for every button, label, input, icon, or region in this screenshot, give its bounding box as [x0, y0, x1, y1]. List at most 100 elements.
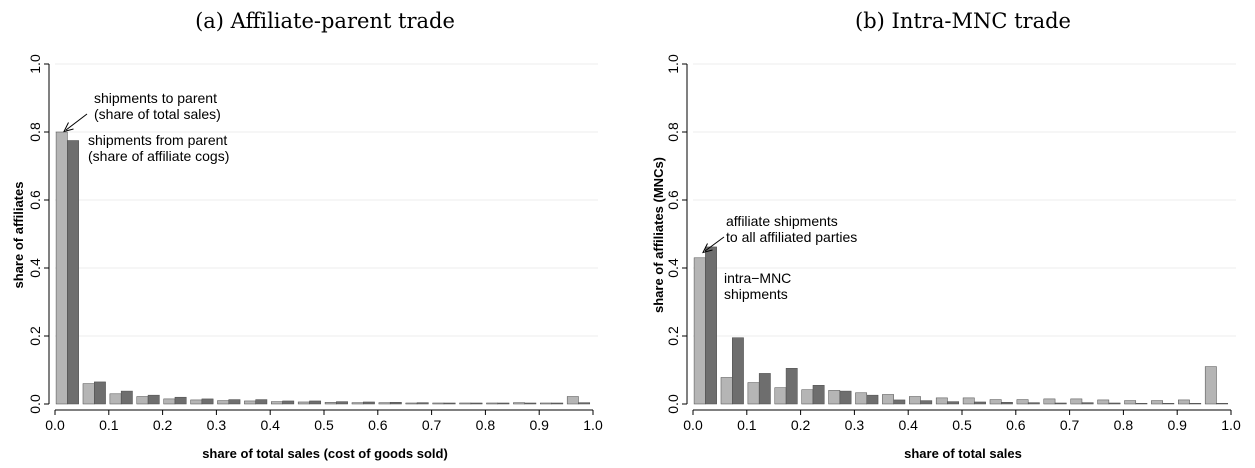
bar-series-1	[1151, 400, 1163, 405]
bar-series-2	[758, 373, 771, 405]
bar-series-2	[839, 390, 852, 405]
panel-intra-mnc-trade: (b) Intra-MNC trade 0.00.20.40.60.81.00.…	[651, 9, 1241, 461]
panel-title: (b) Intra-MNC trade	[855, 9, 1071, 33]
bar-series-1	[1016, 399, 1029, 405]
bar-series-2	[470, 402, 483, 405]
x-tick-label: 0.8	[476, 417, 496, 433]
bar-series-1	[828, 390, 841, 405]
bar-series-1	[1097, 399, 1110, 405]
x-tick-label: 0.5	[952, 417, 972, 433]
bar-series-2	[147, 394, 160, 405]
annotation-arrow	[63, 113, 88, 133]
y-tick-label: 0.2	[665, 326, 681, 346]
bar-series-1	[136, 396, 149, 405]
bar-series-2	[67, 140, 79, 405]
annotation-line: shipments to parent	[94, 90, 217, 106]
bar-series-1	[297, 401, 310, 405]
bar-series-2	[309, 400, 322, 405]
bar-series-1	[378, 402, 391, 405]
bar-series-2	[893, 399, 906, 405]
bar-series-1	[82, 383, 95, 405]
bar-series-2	[363, 401, 375, 405]
bar-series-1	[720, 377, 733, 405]
x-tick-label: 0.7	[1060, 417, 1080, 433]
bar-series-2	[974, 401, 986, 405]
bar-series-1	[109, 393, 122, 405]
bar-series-1	[1043, 398, 1056, 405]
bar-series-2	[1216, 403, 1229, 405]
bar-series-2	[1108, 402, 1121, 405]
bar-series-2	[1001, 402, 1013, 405]
bar-series-2	[120, 390, 133, 405]
y-tick-label: 0.0	[665, 394, 681, 414]
bar-series-1	[217, 400, 230, 405]
y-axis-label: share of affiliates	[11, 182, 26, 289]
bar-series-1	[935, 397, 948, 405]
y-tick-label: 0.6	[27, 190, 43, 210]
annotation-all-affiliated: affiliate shipments to all affiliated pa…	[726, 213, 857, 245]
y-tick-label: 0.0	[27, 394, 43, 414]
bars	[693, 246, 1229, 405]
bar-series-1	[1070, 398, 1083, 405]
bar-series-1	[459, 402, 472, 405]
annotation-from-parent: shipments from parent (share of affiliat…	[88, 132, 231, 164]
bar-series-2	[497, 402, 510, 405]
x-tick-label: 0.1	[737, 417, 757, 433]
bar-series-2	[1081, 402, 1094, 405]
bar-series-2	[578, 402, 591, 405]
bar-series-2	[732, 337, 744, 405]
bar-series-1	[774, 387, 787, 405]
bar-series-1	[324, 402, 337, 405]
annotation-intra-mnc: intra−MNC shipments	[724, 270, 795, 302]
bar-series-2	[1054, 402, 1067, 405]
bar-series-2	[920, 400, 933, 405]
bar-series-2	[866, 394, 879, 405]
x-tick-label: 0.0	[683, 417, 703, 433]
bar-series-2	[1027, 402, 1040, 405]
bar-series-2	[1135, 403, 1148, 405]
bar-series-2	[174, 396, 187, 405]
bar-series-1	[486, 402, 499, 405]
gridlines	[693, 63, 1236, 337]
axes: 0.0 0.2 0.4 0.6 0.8 1.0 0.0 0.1 0.2 0.3 0.4 0.5 0.6 0…	[27, 54, 603, 433]
bar-series-2	[228, 399, 241, 405]
x-axis-label: share of total sales	[904, 446, 1022, 461]
bar-series-1	[405, 402, 418, 405]
x-tick-label: 0.4	[260, 417, 280, 433]
y-tick-label: 0.8	[665, 122, 681, 142]
bar-series-2	[1189, 403, 1202, 405]
bars	[55, 131, 591, 405]
y-axis-label: share of affiliates (MNCs)	[651, 157, 666, 313]
bar-series-2	[947, 401, 960, 405]
x-tick-label: 0.7	[422, 417, 442, 433]
x-tick-label: 0.3	[845, 417, 865, 433]
x-tick-label: 0.2	[153, 417, 173, 433]
bar-series-2	[1162, 403, 1175, 405]
gridlines	[55, 63, 598, 337]
x-tick-label: 0.1	[99, 417, 119, 433]
x-tick-label: 0.2	[791, 417, 811, 433]
bar-series-1	[855, 392, 868, 405]
bar-series-2	[201, 398, 214, 405]
annotation-line: shipments	[724, 286, 788, 302]
x-tick-label: 0.5	[314, 417, 334, 433]
bar-series-1	[989, 399, 1002, 405]
panel-affiliate-parent-trade: (a) Affiliate-parent trade 0.00.20.40.60…	[11, 9, 603, 461]
bar-series-1	[693, 257, 706, 405]
bar-series-2	[255, 399, 268, 405]
x-tick-label: 0.4	[898, 417, 918, 433]
y-tick-label: 0.8	[27, 122, 43, 142]
bar-series-1	[909, 396, 921, 405]
bar-series-1	[962, 397, 975, 405]
annotation-line: (share of affiliate cogs)	[88, 148, 229, 164]
bar-series-1	[801, 389, 814, 405]
x-tick-label: 0.9	[529, 417, 549, 433]
bar-series-2	[524, 402, 537, 405]
annotation-line: intra−MNC	[724, 270, 791, 286]
bar-series-1	[882, 394, 894, 405]
bar-series-1	[513, 402, 525, 405]
y-tick-label: 1.0	[27, 54, 43, 74]
y-tick-label: 0.4	[27, 258, 43, 278]
annotation-arrow	[702, 236, 725, 254]
bar-series-1	[163, 398, 176, 405]
